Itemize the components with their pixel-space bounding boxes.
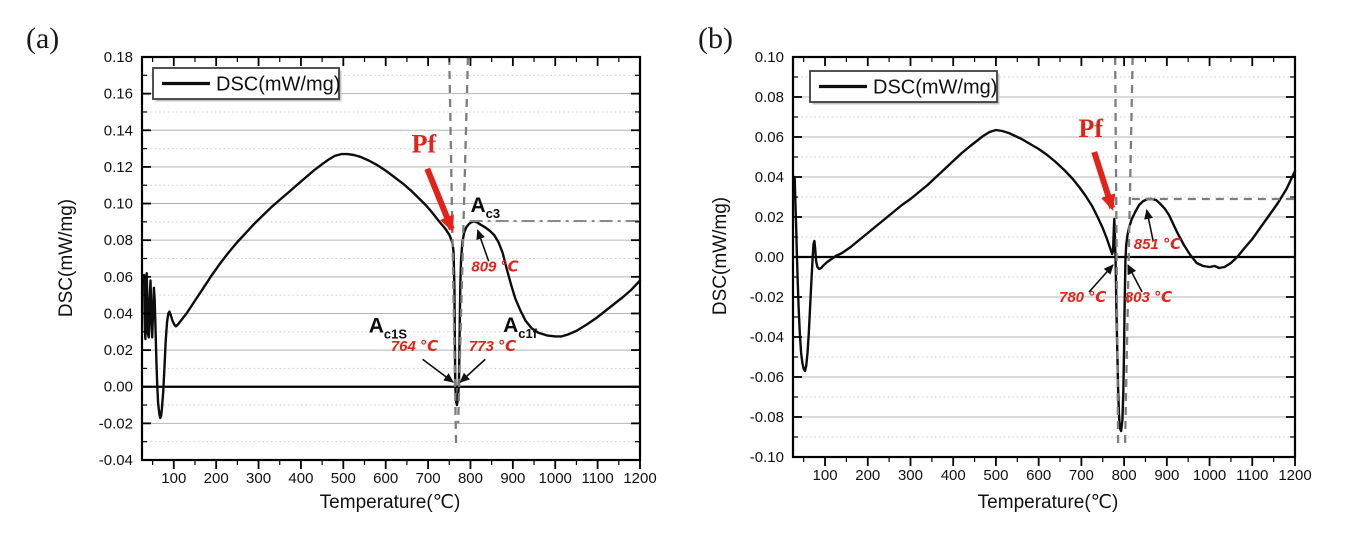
y-tick-label: 0.04: [755, 169, 784, 186]
panel-b: 100 200 300 400 500 600 700 800 900 1000 1100 1200 -…: [750, 49, 1312, 484]
x-tick-label: 200: [204, 470, 229, 487]
y-tick-label: -0.06: [750, 369, 784, 386]
x-tick-label: 400: [941, 467, 966, 484]
x-tick-label: 700: [416, 470, 441, 487]
legend-label: DSC(mW/mg): [216, 74, 340, 96]
panel-letter-b: (b): [698, 22, 733, 55]
x-tick-label: 800: [458, 470, 483, 487]
y-axis-label-b: DSC(mW/mg): [710, 196, 731, 316]
y-tick-label: 0.08: [755, 89, 784, 106]
annotation-arrow: [459, 358, 486, 383]
x-tick-label: 1000: [539, 470, 572, 487]
annotation-dashed-line: [448, 56, 458, 444]
x-tick-label: 300: [898, 467, 923, 484]
y-tick-label: 0.10: [755, 49, 784, 66]
x-tick-label: 400: [288, 470, 313, 487]
annotation-arrow: [476, 229, 490, 262]
annotation-dashed-line: [1113, 56, 1120, 449]
dsc-curve: [142, 152, 642, 420]
y-tick-label: 0.06: [755, 129, 784, 146]
y-tick-label: 0.16: [104, 86, 133, 103]
y-tick-label: 0.00: [104, 379, 133, 396]
x-tick-label: 500: [331, 470, 356, 487]
y-tick-label: -0.10: [750, 449, 784, 466]
x-tick-label: 500: [983, 467, 1008, 484]
y-tick-label: 0.02: [104, 342, 133, 359]
annotation-dashed-line: [457, 56, 470, 424]
pf-label: Pf: [412, 129, 437, 158]
pf-red-arrow: [1091, 151, 1116, 211]
x-tick-label: 200: [855, 467, 880, 484]
y-tick-label: -0.04: [99, 452, 133, 469]
dsc-curve: [793, 128, 1297, 433]
y-tick-label: 0.12: [104, 159, 133, 176]
temp-annotation-label: 764 ℃: [391, 338, 439, 355]
y-tick-label: -0.04: [750, 329, 784, 346]
legend-label: DSC(mW/mg): [873, 77, 997, 99]
phase-label: Ac1f: [503, 314, 538, 341]
x-tick-label: 1200: [1278, 467, 1311, 484]
temp-annotation-label: 780 ℃: [1059, 289, 1107, 306]
panel-letter-a: (a): [26, 22, 60, 55]
x-tick-label: 1100: [581, 470, 613, 487]
x-tick-label: 1100: [1236, 467, 1268, 484]
y-tick-label: 0.02: [755, 209, 784, 226]
x-tick-label: 1000: [1193, 467, 1226, 484]
x-tick-label: 800: [1112, 467, 1137, 484]
y-tick-label: -0.02: [99, 415, 133, 432]
phase-label: Ac3: [470, 194, 500, 221]
pf-red-arrow: [424, 167, 455, 232]
x-tick-label: 600: [373, 470, 398, 487]
annotation-arrow: [1088, 264, 1114, 293]
annotation-arrow: [422, 358, 454, 383]
y-tick-label: 0.04: [104, 305, 133, 322]
temp-annotation-label: 773 ℃: [469, 338, 517, 355]
x-tick-label: 300: [246, 470, 271, 487]
y-tick-label: 0.08: [104, 232, 133, 249]
temp-annotation-label: 851 ℃: [1134, 236, 1182, 253]
x-tick-label: 100: [161, 470, 186, 487]
temp-annotation-label: 803 ℃: [1125, 289, 1173, 306]
y-axis-label-a: DSC(mW/mg): [56, 198, 77, 318]
x-tick-label: 700: [1069, 467, 1094, 484]
x-tick-label: 100: [813, 467, 838, 484]
y-tick-label: -0.02: [750, 289, 784, 306]
temp-annotation-label: 809 ℃: [471, 258, 519, 275]
plot-border: [140, 55, 642, 462]
y-tick-label: 0.10: [104, 196, 133, 213]
y-tick-label: 0.06: [104, 269, 133, 286]
phase-label: Ac1S: [369, 315, 408, 342]
y-tick-label: 0.14: [104, 122, 133, 139]
x-tick-label: 600: [1026, 467, 1051, 484]
pf-label: Pf: [1079, 114, 1104, 143]
annotation-arrow: [1144, 209, 1154, 242]
annotation-dashed-line: [1123, 56, 1134, 449]
y-tick-label: 0.00: [755, 249, 784, 266]
panel-a: 100 200 300 400 500 600 700 800 900 1000 1100 1200 -…: [99, 49, 657, 487]
x-tick-label: 1200: [623, 470, 656, 487]
y-tick-label: 0.18: [104, 49, 133, 66]
x-axis-label-b: Temperature(℃): [977, 492, 1119, 513]
annotation-arrow: [1127, 264, 1143, 293]
x-axis-label-a: Temperature(℃): [319, 492, 461, 513]
x-tick-label: 900: [500, 470, 525, 487]
y-tick-label: -0.08: [750, 409, 784, 426]
x-tick-label: 900: [1154, 467, 1179, 484]
